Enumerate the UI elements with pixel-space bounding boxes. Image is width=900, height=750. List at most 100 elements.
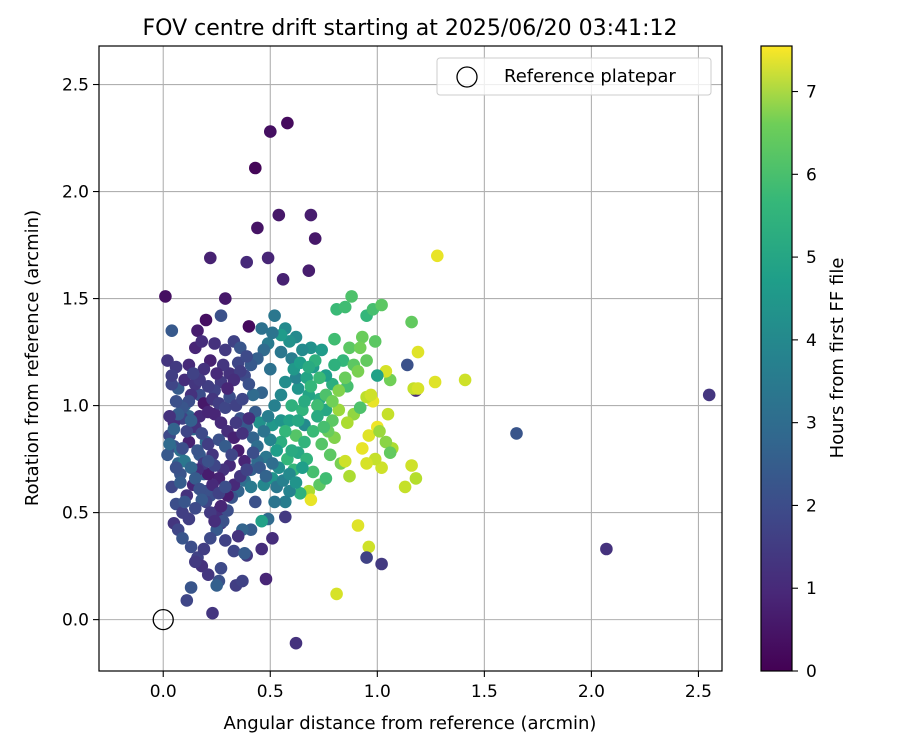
scatter-point xyxy=(201,454,215,468)
scatter-point xyxy=(409,472,423,485)
scatter-point xyxy=(279,375,292,389)
scatter-point xyxy=(206,606,219,620)
scatter-point xyxy=(304,380,318,393)
plot-frame xyxy=(98,45,723,672)
scatter-point xyxy=(208,337,221,350)
scatter-point xyxy=(214,562,228,575)
scatter-point xyxy=(221,382,234,395)
scatter-point xyxy=(234,365,247,378)
scatter-point xyxy=(204,532,217,545)
scatter-point xyxy=(351,519,365,532)
scatter-point xyxy=(600,542,613,556)
scatter-point xyxy=(189,472,202,485)
scatter-point xyxy=(264,433,277,447)
scatter-point xyxy=(281,116,294,130)
scatter-point xyxy=(283,467,296,481)
scatter-point xyxy=(330,587,343,601)
scatter-point xyxy=(264,362,277,376)
scatter-point xyxy=(257,343,271,357)
scatter-point xyxy=(214,499,228,513)
x-tick-label: 0.0 xyxy=(150,682,177,702)
scatter-point xyxy=(184,414,198,427)
scatter-point xyxy=(195,335,209,348)
colorbar xyxy=(760,45,793,672)
colorbar-tick-label: 4 xyxy=(806,331,817,351)
y-axis-label: Rotation from reference (arcmin) xyxy=(22,210,43,506)
scatter-point xyxy=(204,251,217,265)
scatter-point xyxy=(178,495,191,509)
scatter-point xyxy=(268,399,281,412)
scatter-point xyxy=(270,444,284,457)
scatter-point xyxy=(210,367,223,380)
scatter-point xyxy=(360,551,373,564)
scatter-point xyxy=(268,309,281,323)
x-tick-label: 2.0 xyxy=(578,682,605,702)
y-tick-label: 1.0 xyxy=(62,397,89,417)
scatter-point xyxy=(195,493,209,507)
colorbar-tick-label: 0 xyxy=(806,662,817,682)
scatter-point xyxy=(201,467,215,481)
scatter-point xyxy=(219,480,232,494)
scatter-point xyxy=(362,540,376,554)
scatter-point xyxy=(326,395,339,408)
scatter-point xyxy=(353,341,367,355)
scatter-points xyxy=(159,116,716,650)
scatter-point xyxy=(356,442,369,455)
scatter-point xyxy=(304,208,318,222)
scatter-point xyxy=(308,232,322,245)
scatter-point xyxy=(428,375,442,389)
scatter-point xyxy=(296,343,309,357)
scatter-point xyxy=(274,388,288,402)
scatter-point xyxy=(328,358,341,372)
scatter-point xyxy=(238,547,251,560)
scatter-point xyxy=(208,514,221,528)
plot-area xyxy=(99,46,722,671)
scatter-point xyxy=(240,463,253,477)
scatter-point xyxy=(272,208,286,222)
scatter-point xyxy=(234,341,247,355)
scatter-point xyxy=(332,384,346,397)
scatter-point xyxy=(246,446,260,460)
scatter-point xyxy=(255,322,268,335)
scatter-point xyxy=(364,388,378,402)
scatter-point xyxy=(302,360,316,374)
scatter-point xyxy=(197,362,211,376)
scatter-point xyxy=(338,454,352,468)
scatter-point xyxy=(176,532,189,545)
scatter-point xyxy=(401,358,414,372)
colorbar-tick-label: 2 xyxy=(806,496,817,516)
scatter-point xyxy=(315,437,329,451)
scatter-point xyxy=(381,407,395,421)
scatter-point xyxy=(375,461,388,475)
scatter-point xyxy=(214,309,228,323)
scatter-point xyxy=(236,392,249,406)
colorbar-tick-label: 1 xyxy=(806,579,817,599)
scatter-point xyxy=(219,401,232,415)
scatter-point xyxy=(360,354,373,367)
scatter-point xyxy=(236,574,249,588)
scatter-point xyxy=(169,461,183,475)
scatter-point xyxy=(184,581,198,594)
scatter-point xyxy=(289,636,303,650)
x-axis-label: Angular distance from reference (arcmin) xyxy=(224,713,597,734)
scatter-point xyxy=(201,568,215,581)
scatter-point xyxy=(293,487,307,500)
scatter-point xyxy=(261,251,275,265)
scatter-point xyxy=(279,510,292,524)
scatter-point xyxy=(257,425,271,438)
scatter-point xyxy=(317,420,331,434)
scatter-point xyxy=(169,395,183,408)
scatter-point xyxy=(201,437,215,451)
scatter-point xyxy=(298,435,311,449)
y-tick-label: 1.5 xyxy=(62,290,89,310)
scatter-point xyxy=(191,444,204,457)
scatter-point xyxy=(249,161,262,175)
scatter-point xyxy=(242,320,256,333)
scatter-point xyxy=(225,448,238,462)
legend-box xyxy=(436,57,712,96)
scatter-point xyxy=(180,425,194,438)
scatter-point xyxy=(204,354,217,367)
scatter-point xyxy=(180,594,194,607)
scatter-point xyxy=(242,377,256,391)
legend-reference-marker xyxy=(456,66,478,88)
